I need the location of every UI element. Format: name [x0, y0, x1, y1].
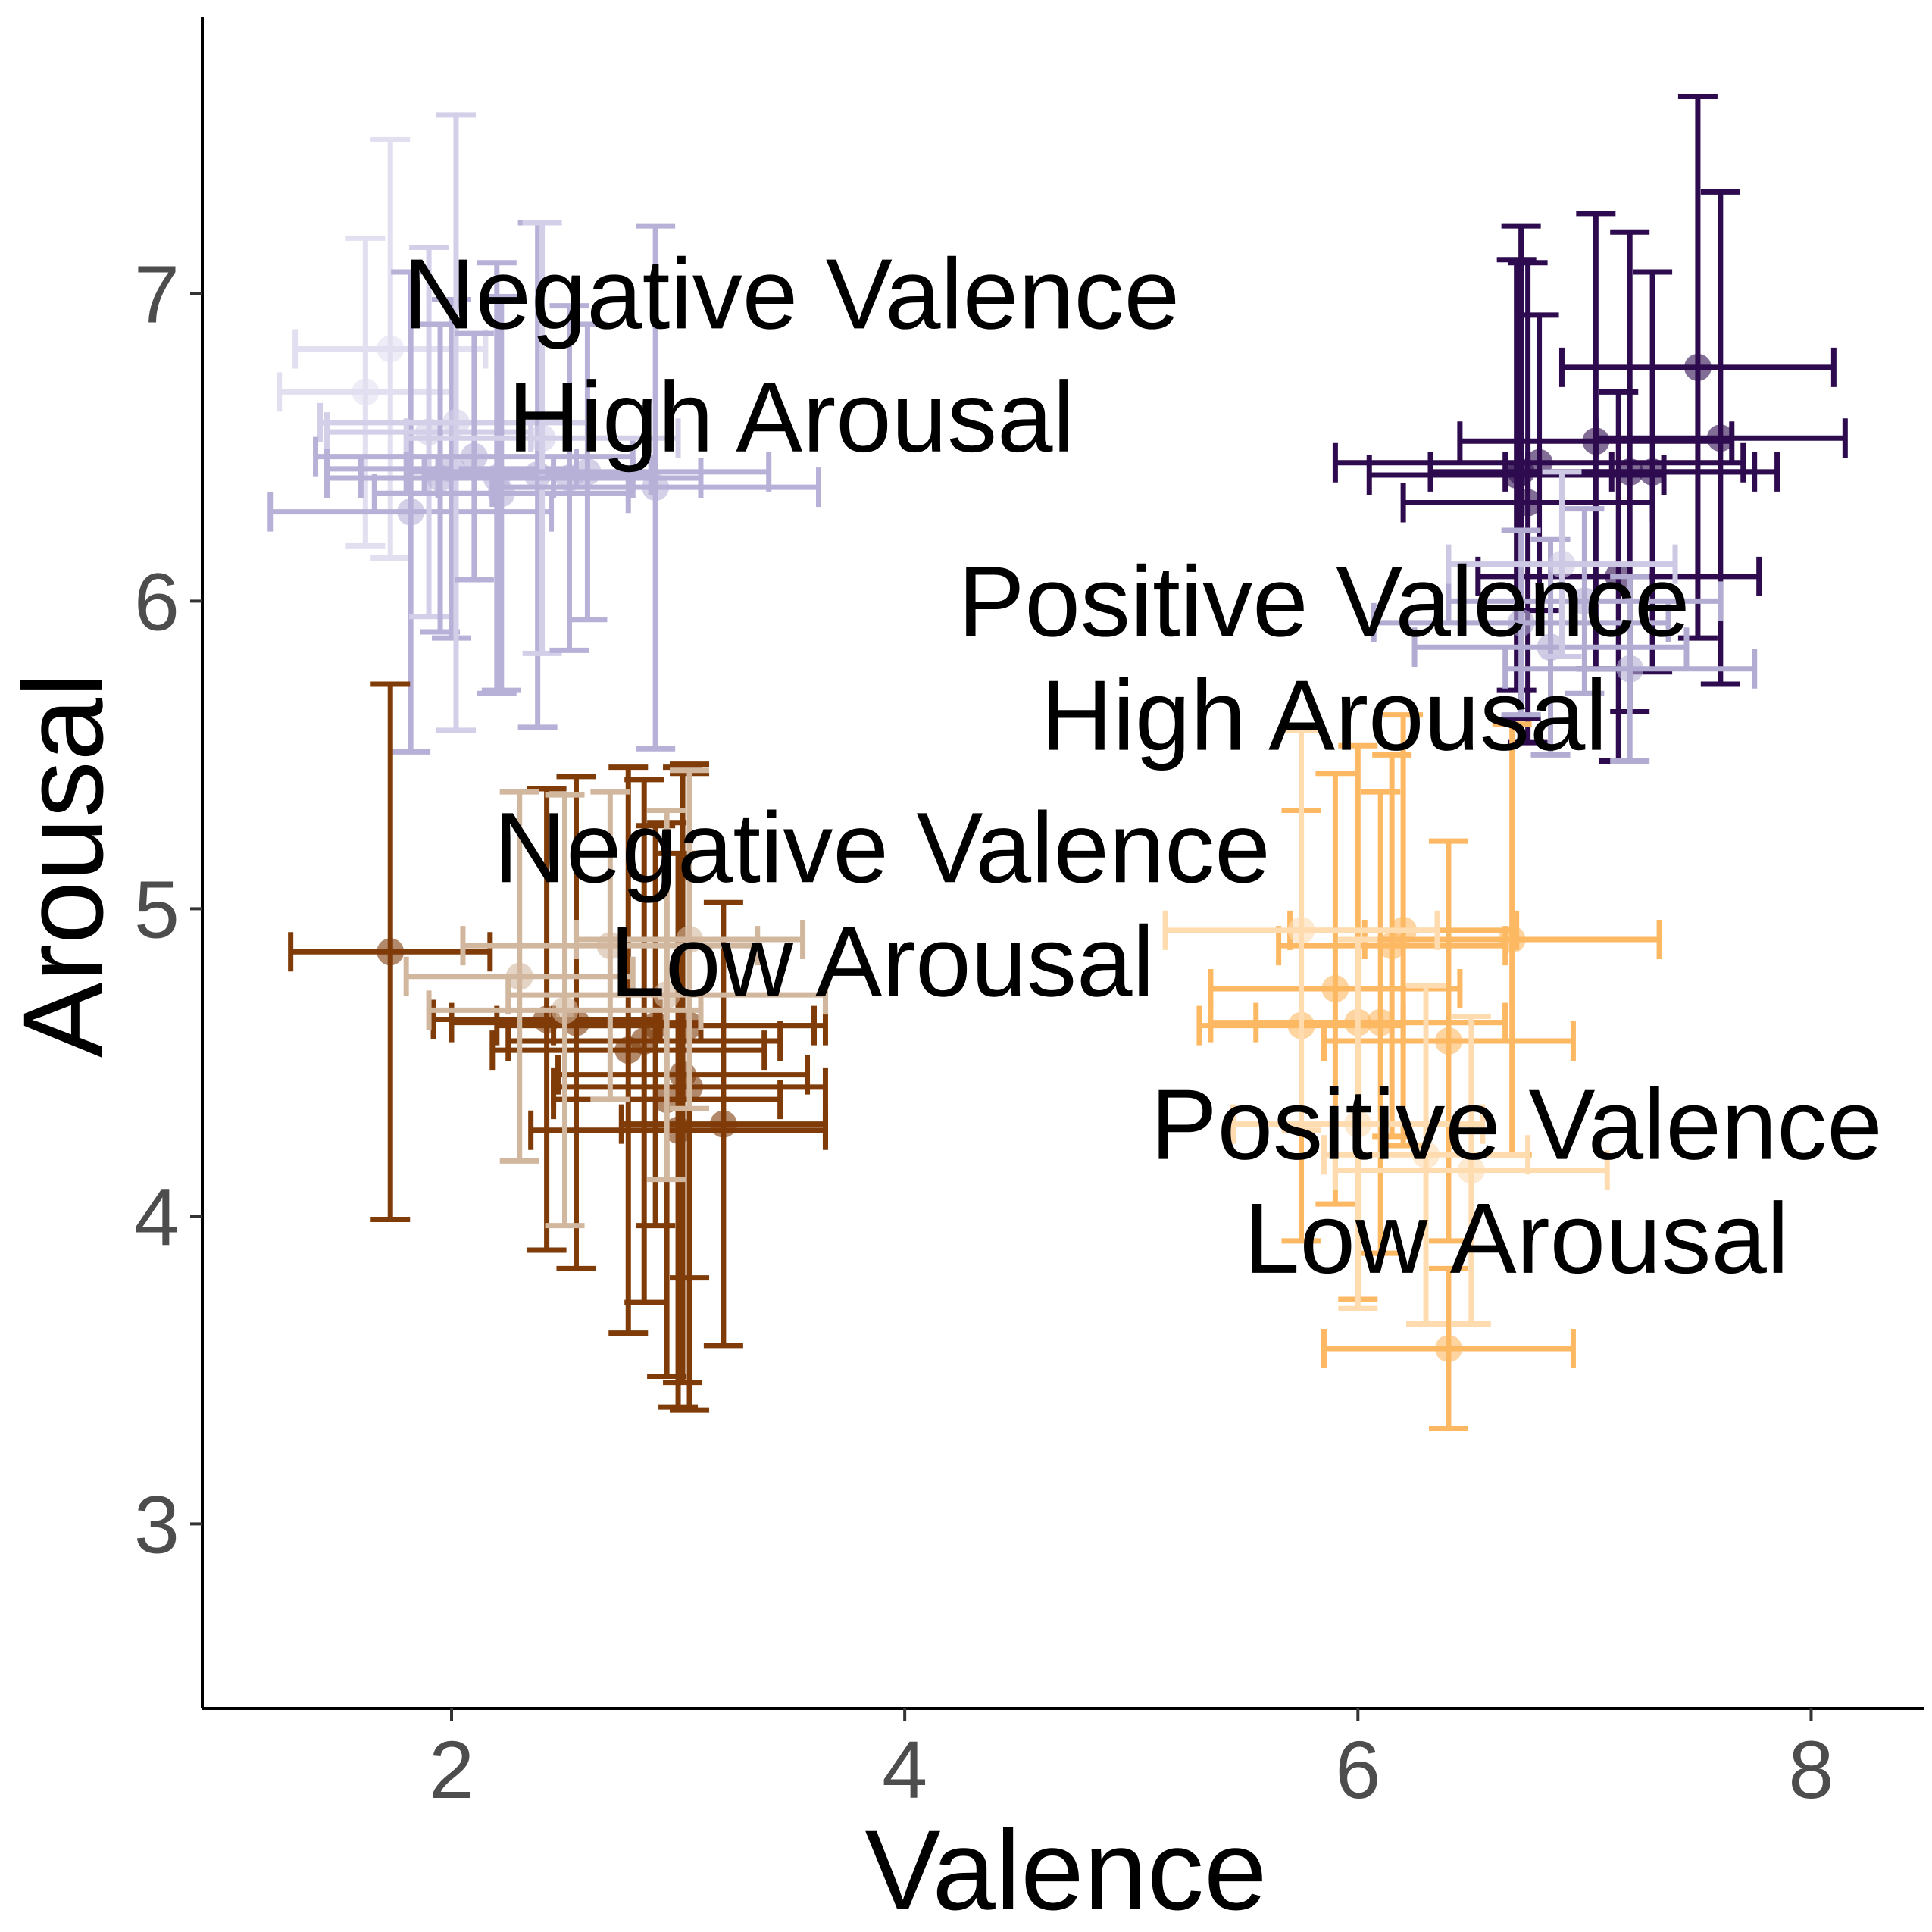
x-tick-label: 4: [882, 1724, 927, 1815]
data-point-group: [403, 321, 772, 623]
annotation-text: Low Arousal: [1244, 1183, 1789, 1294]
data-point: [1434, 1027, 1462, 1055]
data-point-group: [1321, 983, 1531, 1327]
y-tick-label: 4: [134, 1171, 180, 1262]
data-point: [676, 926, 704, 953]
x-tick-label: 2: [429, 1724, 474, 1815]
x-tick-label: 8: [1788, 1724, 1834, 1815]
data-point: [1287, 916, 1315, 944]
data-point: [551, 996, 579, 1024]
data-point-group: [267, 269, 555, 755]
data-point-group: [1446, 469, 1678, 659]
data-point-group: [1230, 936, 1486, 1311]
data-point: [1706, 424, 1734, 452]
data-point: [1571, 587, 1599, 615]
x-axis-ticks: 2 4 6 8: [429, 1708, 1834, 1815]
annotation-text: High Arousal: [508, 361, 1074, 473]
data-point-group: [489, 223, 821, 752]
data-point: [505, 962, 533, 990]
data-point-group: [1321, 838, 1576, 1244]
data-point-group: [1321, 1265, 1576, 1432]
chart-marks: [267, 94, 1848, 1432]
data-point: [377, 335, 405, 363]
series-7: [1162, 727, 1610, 1327]
data-point-group: [618, 899, 828, 1349]
x-tick-label: 6: [1335, 1724, 1380, 1815]
data-point: [1514, 489, 1542, 517]
data-point: [574, 458, 602, 486]
data-point: [397, 498, 425, 526]
data-point: [653, 981, 681, 1009]
y-axis-ticks: 3 4 5 6 7: [134, 248, 202, 1570]
data-point-group: [460, 789, 761, 1102]
series-1: [267, 112, 821, 755]
data-point-group: [1208, 771, 1463, 1207]
data-point: [1616, 655, 1644, 683]
data-point-group: [277, 235, 455, 549]
data-point-group: [1276, 752, 1508, 1140]
data-point-group: [1253, 789, 1508, 1256]
y-axis-title: Arousal: [0, 673, 127, 1058]
y-tick-label: 5: [134, 863, 180, 955]
data-point: [1367, 1008, 1395, 1036]
data-point: [1412, 1141, 1440, 1169]
data-point-group: [505, 807, 828, 1183]
data-point-group: [1332, 1014, 1610, 1327]
annotation-text: High Arousal: [1040, 660, 1607, 771]
data-point-group: [403, 220, 681, 656]
data-point-group: [1446, 506, 1724, 696]
data-point: [1434, 1334, 1462, 1362]
data-point: [1548, 550, 1576, 578]
annotation-text: Negative Valence: [403, 238, 1180, 349]
data-point-group: [573, 767, 806, 1111]
data-point-group: [1558, 94, 1837, 641]
data-point: [709, 1110, 737, 1138]
series-5: [403, 767, 828, 1229]
data-point-group: [288, 681, 493, 1222]
data-point-group: [1502, 574, 1758, 764]
data-point-group: [403, 789, 636, 1164]
data-point: [1498, 926, 1526, 953]
data-point: [442, 408, 470, 436]
y-tick-label: 6: [134, 555, 180, 647]
data-point-group: [317, 112, 595, 733]
data-point-group: [313, 330, 636, 583]
data-point-group: [1371, 527, 1671, 718]
data-point: [1683, 353, 1712, 381]
data-point: [1507, 608, 1535, 636]
data-point: [1457, 1156, 1485, 1184]
y-tick-label: 7: [134, 248, 180, 339]
y-tick-label: 3: [134, 1478, 180, 1570]
data-point: [642, 474, 670, 502]
series-3: [1371, 469, 1758, 764]
data-point: [460, 442, 488, 470]
annotation-text: Negative Valence: [494, 792, 1271, 903]
data-point: [1321, 974, 1349, 1002]
data-point: [1344, 1110, 1372, 1138]
annotation-text: Positive Valence: [1151, 1069, 1883, 1180]
data-point: [528, 424, 556, 452]
data-point: [352, 378, 380, 406]
annotation-text: Positive Valence: [958, 546, 1690, 657]
x-axis-title: Valence: [865, 1806, 1268, 1932]
annotation-text: Low Arousal: [610, 905, 1155, 1017]
data-point: [377, 938, 405, 966]
data-point-group: [1162, 727, 1440, 1133]
